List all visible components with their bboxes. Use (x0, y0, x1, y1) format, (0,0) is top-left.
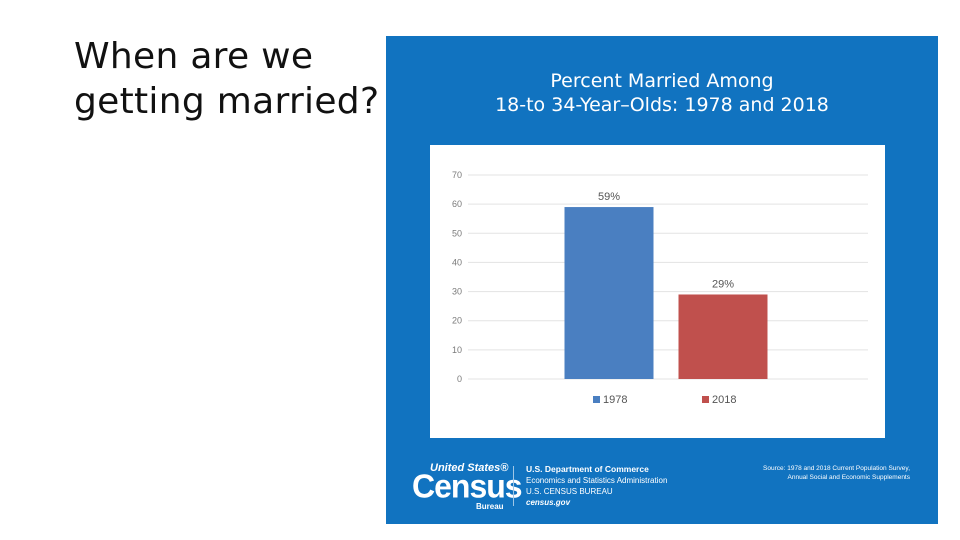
chart-title: Percent Married Among 18-to 34-Year–Olds… (386, 69, 938, 117)
source-note: Source: 1978 and 2018 Current Population… (710, 464, 910, 482)
source-line-2: Annual Social and Economic Supplements (787, 474, 911, 481)
y-tick-label-70: 70 (452, 170, 462, 180)
agency-bureau: U.S. CENSUS BUREAU (526, 487, 613, 496)
y-tick-label-40: 40 (452, 257, 462, 267)
data-label-1978: 59% (598, 191, 620, 203)
chart-title-line-2: 18-to 34-Year–Olds: 1978 and 2018 (495, 94, 829, 116)
y-tick-label-10: 10 (452, 345, 462, 355)
chart-title-line-1: Percent Married Among (550, 70, 774, 92)
data-label-2018: 29% (712, 278, 734, 290)
bar-1978 (564, 207, 654, 379)
logo-united-states: United States® (430, 462, 509, 474)
logo-bureau: Bureau (476, 502, 504, 511)
y-tick-label-60: 60 (452, 199, 462, 209)
legend-swatch-2018 (702, 396, 709, 403)
slide-title-line-2: getting married? (74, 81, 380, 122)
agency-site: census.gov (526, 498, 571, 507)
legend-swatch-1978 (593, 396, 600, 403)
y-tick-label-0: 0 (457, 374, 462, 384)
y-tick-label-50: 50 (452, 228, 462, 238)
slide-title-line-1: When are we (74, 36, 314, 77)
census-infographic: Percent Married Among 18-to 34-Year–Olds… (386, 36, 938, 524)
agency-esa: Economics and Statistics Administration (526, 476, 668, 485)
logo-census: Census (412, 467, 523, 505)
agency-block: U.S. Department of Commerce Economics an… (526, 464, 667, 508)
legend-label-1978: 1978 (603, 394, 627, 406)
chart-panel: 0 10 20 30 40 50 60 70 59% 29% 1978 2018 (430, 145, 885, 438)
y-tick-label-20: 20 (452, 316, 462, 326)
agency-dept: U.S. Department of Commerce (526, 464, 649, 474)
bar-chart: 0 10 20 30 40 50 60 70 59% 29% 1978 2018 (452, 170, 868, 406)
y-tick-label-30: 30 (452, 287, 462, 297)
legend-label-2018: 2018 (712, 394, 736, 406)
source-line-1: Source: 1978 and 2018 Current Population… (763, 465, 910, 472)
slide-title: When are we getting married? (74, 34, 379, 124)
bar-2018 (678, 294, 768, 379)
footer-divider (513, 466, 514, 506)
